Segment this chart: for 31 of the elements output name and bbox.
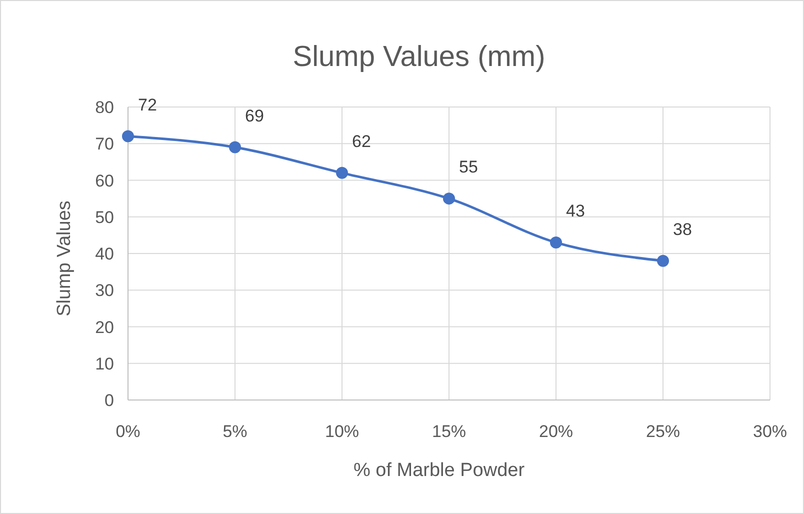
x-tick-label: 10%: [324, 422, 360, 441]
x-tick-label: 25%: [646, 422, 680, 441]
data-label: 43: [566, 202, 585, 221]
point: [443, 192, 455, 205]
x-tick-label: 30%: [752, 422, 788, 441]
point: [336, 166, 348, 179]
y-tick-label: 70: [95, 134, 114, 154]
y-tick-label: 80: [95, 98, 114, 117]
data-label: 38: [673, 220, 692, 239]
chart-title: Slump Values (mm): [292, 41, 546, 73]
point: [550, 236, 562, 249]
point: [229, 141, 241, 154]
y-tick-label: 0: [104, 391, 114, 410]
point: [122, 130, 134, 142]
data-label: 62: [352, 132, 371, 151]
y-tick-label: 40: [95, 244, 114, 264]
y-tick-label: 30: [95, 281, 114, 300]
x-tick-label: 15%: [432, 422, 466, 441]
data-label: 69: [245, 106, 264, 126]
point: [657, 254, 669, 267]
y-tick-label: 60: [95, 171, 114, 190]
y-axis-title: Slump Values: [54, 200, 75, 316]
y-tick-label: 50: [95, 208, 114, 227]
y-tick-label: 10: [95, 354, 114, 374]
x-tick-label: 5%: [222, 422, 248, 441]
x-tick-label: 20%: [538, 422, 574, 441]
data-label: 55: [459, 158, 478, 177]
data-label: 72: [138, 95, 157, 114]
x-tick-label: 0%: [116, 422, 140, 441]
x-axis-title: % of Marble Powder: [353, 460, 526, 481]
y-tick-label: 20: [95, 318, 114, 337]
